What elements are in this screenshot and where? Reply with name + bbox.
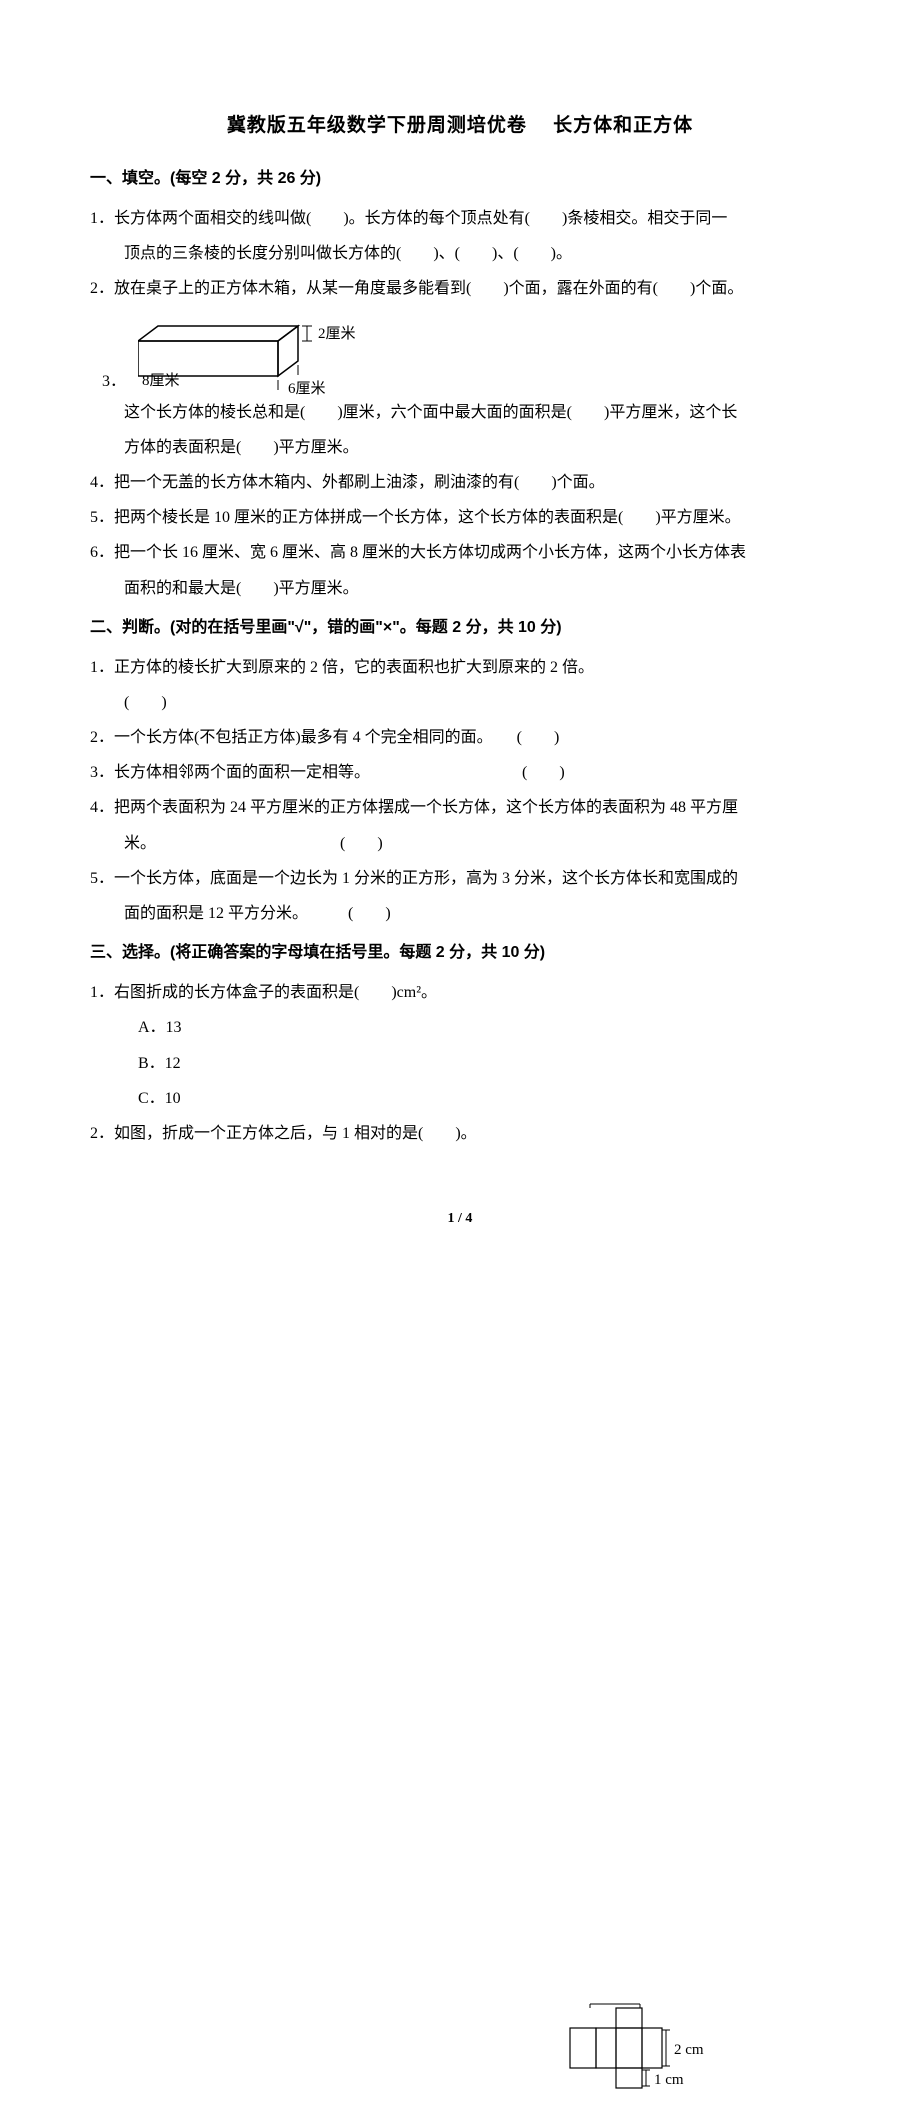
s3-q1-optB: B．12 [90, 1046, 830, 1081]
net-label-15: 1.5 cm [598, 2000, 639, 2004]
s2-q4-line2: 米。 ( ) [90, 826, 830, 861]
s1-q4: 4．把一个无盖的长方体木箱内、外都刷上油漆，刷油漆的有( )个面。 [90, 465, 830, 500]
label-6cm: 6厘米 [288, 380, 326, 397]
s1-q3-figure: 2厘米 6厘米 3． 8厘米 [124, 311, 830, 391]
net-diagram: 1.5 cm 2 cm 1 cm [530, 2000, 730, 2120]
section2-head: 二、判断。(对的在括号里画"√"，错的画"×"。每题 2 分，共 10 分) [90, 612, 830, 644]
s1-q3-line2: 方体的表面积是( )平方厘米。 [90, 430, 830, 465]
s3-q1: 1．右图折成的长方体盒子的表面积是( )cm²。 [90, 975, 830, 1010]
net-label-2: 2 cm [674, 2042, 704, 2058]
net-label-1: 1 cm [654, 2072, 684, 2088]
label-8cm: 8厘米 [142, 369, 180, 390]
s3-q2: 2．如图，折成一个正方体之后，与 1 相对的是( )。 [90, 1116, 830, 1151]
s1-q6-line1: 6．把一个长 16 厘米、宽 6 厘米、高 8 厘米的大长方体切成两个小长方体，… [90, 535, 830, 570]
label-2cm: 2厘米 [318, 325, 356, 342]
s2-q4-line1: 4．把两个表面积为 24 平方厘米的正方体摆成一个长方体，这个长方体的表面积为 … [90, 790, 830, 825]
s2-q5-line1: 5．一个长方体，底面是一个边长为 1 分米的正方形，高为 3 分米，这个长方体长… [90, 861, 830, 896]
s2-q5-line2: 面的面积是 12 平方分米。 ( ) [90, 896, 830, 931]
s1-q6-line2: 面积的和最大是( )平方厘米。 [90, 571, 830, 606]
page-footer: 1 / 4 [90, 1211, 830, 1227]
s3-q1-optA: A．13 [90, 1010, 830, 1045]
s1-q5: 5．把两个棱长是 10 厘米的正方体拼成一个长方体，这个长方体的表面积是( )平… [90, 500, 830, 535]
s2-q3: 3．长方体相邻两个面的面积一定相等。 ( ) [90, 755, 830, 790]
section1-head: 一、填空。(每空 2 分，共 26 分) [90, 163, 830, 195]
s3-q1-optC: C．10 [90, 1081, 830, 1116]
s1-q2: 2．放在桌子上的正方体木箱，从某一角度最多能看到( )个面，露在外面的有( )个… [90, 271, 830, 306]
section3-head: 三、选择。(将正确答案的字母填在括号里。每题 2 分，共 10 分) [90, 937, 830, 969]
page-title: 冀教版五年级数学下册周测培优卷 长方体和正方体 [90, 110, 830, 137]
s1-q1-line2: 顶点的三条棱的长度分别叫做长方体的( )、( )、( )。 [90, 236, 830, 271]
s1-q1-line1: 1．长方体两个面相交的线叫做( )。长方体的每个顶点处有( )条棱相交。相交于同… [90, 201, 830, 236]
s1-q3-num: 3． [102, 367, 126, 391]
s2-q1-line1: 1．正方体的棱长扩大到原来的 2 倍，它的表面积也扩大到原来的 2 倍。 [90, 650, 830, 685]
s2-q2: 2．一个长方体(不包括正方体)最多有 4 个完全相同的面。 ( ) [90, 720, 830, 755]
s2-q1-line2: ( ) [90, 685, 830, 720]
